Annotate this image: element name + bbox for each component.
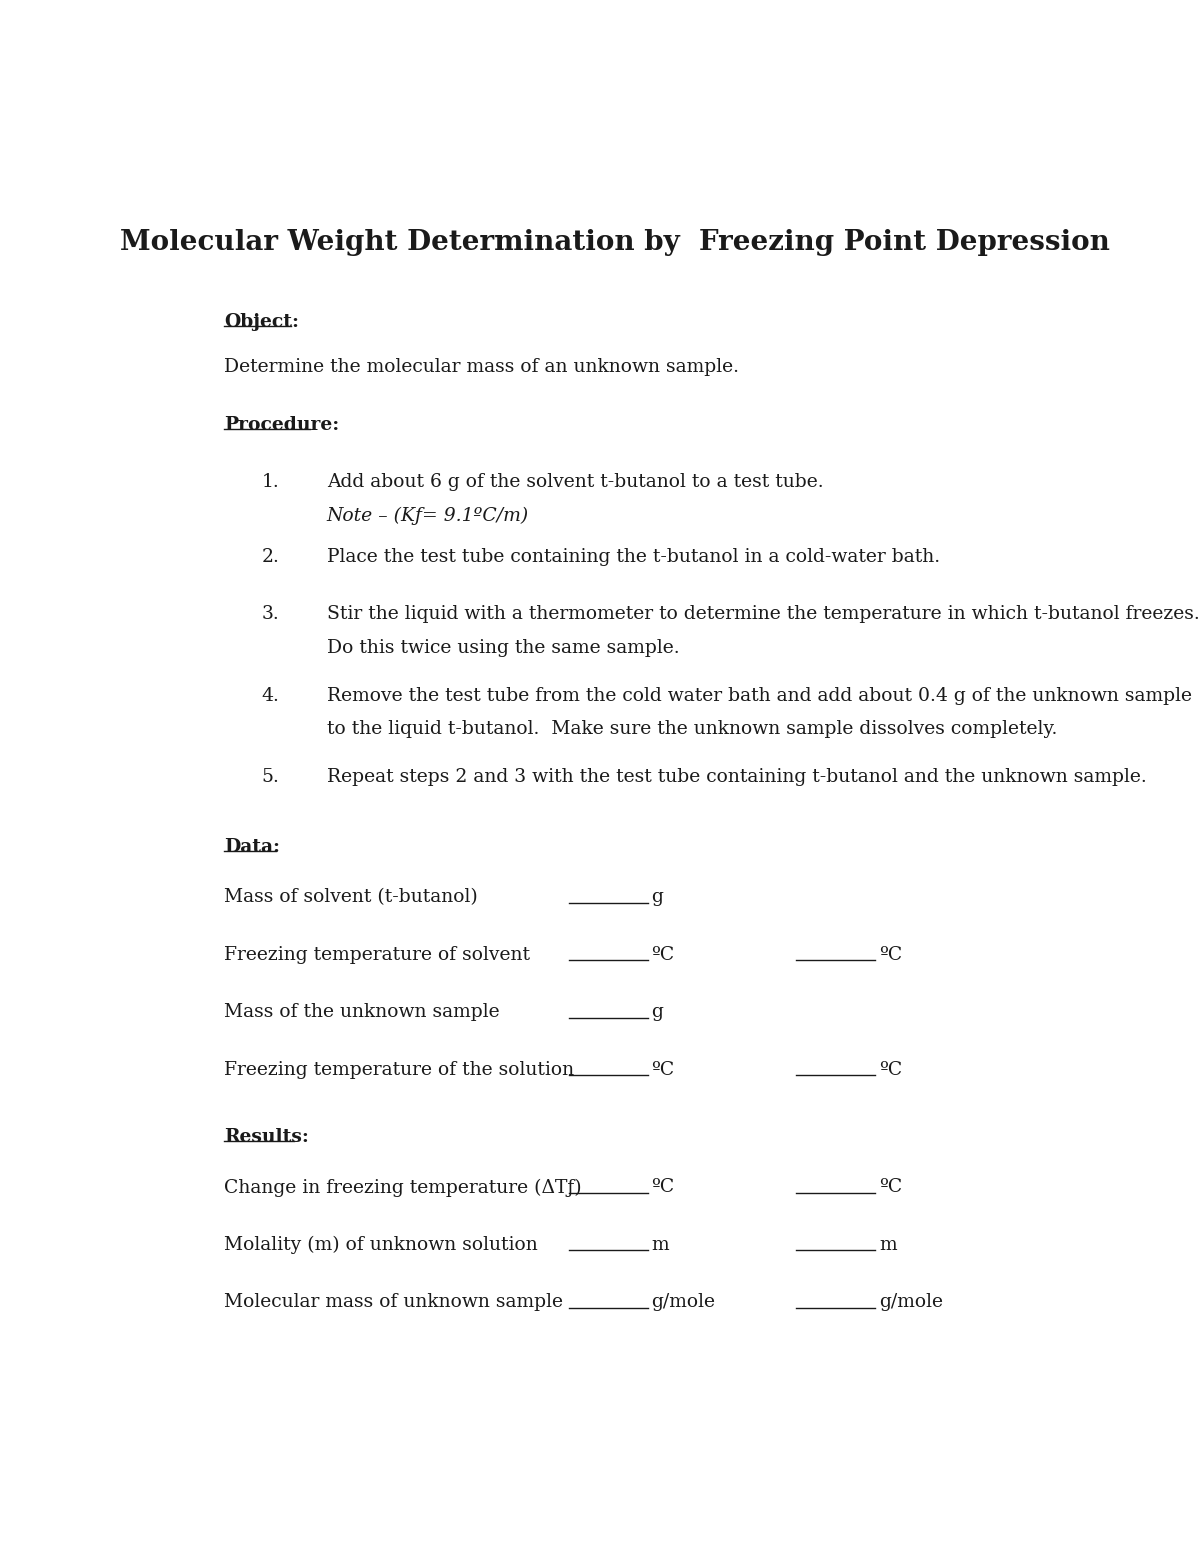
Text: g: g (652, 887, 664, 906)
Text: Remove the test tube from the cold water bath and add about 0.4 g of the unknown: Remove the test tube from the cold water… (326, 687, 1192, 705)
Text: Repeat steps 2 and 3 with the test tube containing t-butanol and the unknown sam: Repeat steps 2 and 3 with the test tube … (326, 768, 1146, 786)
Text: m: m (880, 1236, 896, 1253)
Text: Place the test tube containing the t-butanol in a cold-water bath.: Place the test tube containing the t-but… (326, 548, 940, 565)
Text: Molecular mass of unknown sample: Molecular mass of unknown sample (224, 1294, 564, 1311)
Text: Molecular Weight Determination by  Freezing Point Depression: Molecular Weight Determination by Freezi… (120, 229, 1110, 255)
Text: Note – (Kƒ= 9.1ºC/m): Note – (Kƒ= 9.1ºC/m) (326, 508, 529, 525)
Text: 4.: 4. (262, 687, 280, 705)
Text: m: m (652, 1236, 668, 1253)
Text: to the liquid t-butanol.  Make sure the unknown sample dissolves completely.: to the liquid t-butanol. Make sure the u… (326, 721, 1057, 738)
Text: Data:: Data: (224, 838, 281, 856)
Text: Do this twice using the same sample.: Do this twice using the same sample. (326, 638, 679, 657)
Text: ºC: ºC (652, 945, 674, 964)
Text: Mass of the unknown sample: Mass of the unknown sample (224, 1003, 500, 1021)
Text: Determine the molecular mass of an unknown sample.: Determine the molecular mass of an unkno… (224, 358, 739, 377)
Text: 5.: 5. (262, 768, 280, 786)
Text: Results:: Results: (224, 1127, 310, 1146)
Text: Mass of solvent (t-butanol): Mass of solvent (t-butanol) (224, 887, 478, 906)
Text: Add about 6 g of the solvent t-butanol to a test tube.: Add about 6 g of the solvent t-butanol t… (326, 473, 823, 492)
Text: Freezing temperature of the solution: Freezing temperature of the solution (224, 1060, 575, 1079)
Text: Change in freezing temperature (ΔTƒ): Change in freezing temperature (ΔTƒ) (224, 1179, 582, 1197)
Text: g: g (652, 1003, 664, 1021)
Text: ºC: ºC (880, 1060, 902, 1079)
Text: 3.: 3. (262, 606, 280, 623)
Text: Freezing temperature of solvent: Freezing temperature of solvent (224, 945, 530, 964)
Text: Stir the liquid with a thermometer to determine the temperature in which t-butan: Stir the liquid with a thermometer to de… (326, 606, 1200, 623)
Text: Object:: Object: (224, 313, 300, 330)
Text: Molality (m) of unknown solution: Molality (m) of unknown solution (224, 1236, 538, 1253)
Text: ºC: ºC (880, 1179, 902, 1196)
Text: ºC: ºC (652, 1179, 674, 1196)
Text: 1.: 1. (262, 473, 280, 492)
Text: g/mole: g/mole (880, 1294, 943, 1311)
Text: g/mole: g/mole (652, 1294, 715, 1311)
Text: 2.: 2. (262, 548, 280, 565)
Text: ºC: ºC (880, 945, 902, 964)
Text: ºC: ºC (652, 1060, 674, 1079)
Text: Procedure:: Procedure: (224, 416, 340, 434)
